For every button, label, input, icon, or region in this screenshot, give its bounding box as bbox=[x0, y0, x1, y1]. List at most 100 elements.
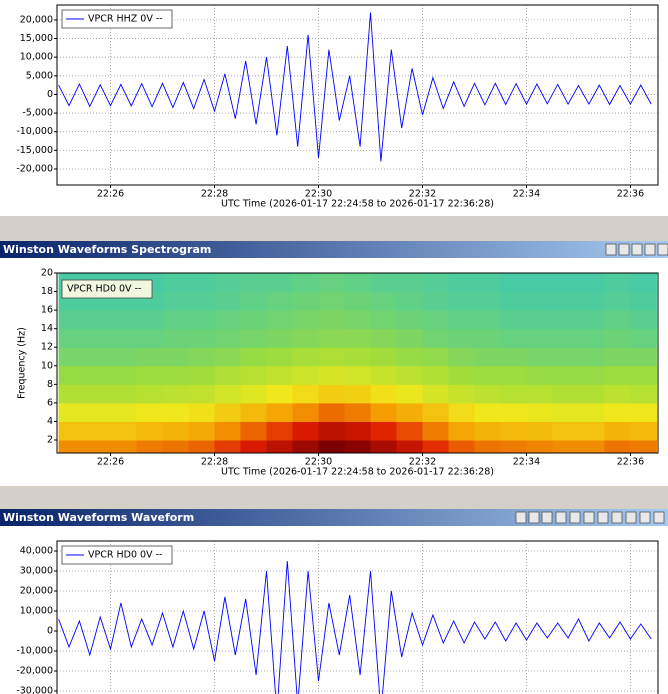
heat-cell bbox=[84, 365, 112, 385]
heat-cell bbox=[578, 310, 605, 330]
heat-cell bbox=[292, 421, 320, 441]
y-tick-label: 8 bbox=[47, 379, 53, 390]
toolbar-icon[interactable] bbox=[653, 511, 665, 524]
toolbar-icon[interactable] bbox=[631, 243, 643, 256]
heat-cell bbox=[448, 440, 475, 453]
heat-cell bbox=[188, 402, 216, 422]
plot-area bbox=[57, 5, 658, 185]
heat-cell bbox=[162, 365, 190, 385]
heat-cell bbox=[214, 440, 242, 453]
heat-cell bbox=[136, 328, 164, 348]
heat-cell bbox=[630, 347, 657, 367]
heat-cell bbox=[474, 365, 501, 385]
heat-cell bbox=[396, 421, 423, 441]
heat-cell bbox=[240, 328, 268, 348]
heat-cell bbox=[370, 328, 397, 348]
heat-cell bbox=[500, 421, 527, 441]
y-tick-label: 16 bbox=[41, 305, 53, 316]
plot-frame bbox=[56, 4, 659, 186]
heat-cell bbox=[500, 310, 527, 330]
toolbar-icon[interactable] bbox=[583, 511, 595, 524]
heat-cell bbox=[266, 384, 294, 404]
toolbar-icon[interactable] bbox=[515, 511, 527, 524]
heat-cell bbox=[474, 291, 501, 311]
x-tick-label: 22:30 bbox=[305, 457, 332, 468]
heat-cell bbox=[188, 440, 216, 453]
toolbar-icon[interactable] bbox=[528, 511, 540, 524]
toolbar-icon[interactable] bbox=[625, 511, 637, 524]
toolbar-icon[interactable] bbox=[644, 243, 656, 256]
waveform bbox=[58, 560, 652, 694]
heat-cell bbox=[266, 328, 294, 348]
heat-cell bbox=[604, 421, 631, 441]
heat-cell bbox=[448, 384, 475, 404]
heat-cell bbox=[526, 273, 553, 293]
heat-cell bbox=[58, 365, 86, 385]
heat-cell bbox=[474, 421, 501, 441]
heat-cell bbox=[500, 365, 527, 385]
heat-cell bbox=[84, 440, 112, 453]
heat-cell bbox=[214, 421, 242, 441]
heat-cell bbox=[448, 421, 475, 441]
x-tick-label: 22:28 bbox=[201, 457, 228, 468]
toolbar-icon[interactable] bbox=[569, 511, 581, 524]
heat-cell bbox=[240, 291, 268, 311]
heat-cell bbox=[110, 328, 138, 348]
heat-cell bbox=[318, 347, 346, 367]
heat-cell bbox=[552, 291, 579, 311]
heat-cell bbox=[370, 291, 397, 311]
heat-cell bbox=[370, 365, 397, 385]
heat-cell bbox=[396, 273, 423, 293]
heat-cell bbox=[422, 291, 449, 311]
toolbar-icon[interactable] bbox=[605, 243, 617, 256]
y-tick-label: -5,000 bbox=[22, 108, 53, 119]
heat-cell bbox=[240, 273, 268, 293]
x-tick-label: 22:34 bbox=[513, 457, 540, 468]
legend-label: VPCR HD0 0V -- bbox=[88, 550, 162, 561]
heat-cell bbox=[162, 384, 190, 404]
heat-cell bbox=[630, 273, 657, 293]
heat-cell bbox=[188, 421, 216, 441]
y-tick-label: -20,000 bbox=[16, 666, 53, 677]
heat-cell bbox=[162, 328, 190, 348]
y-tick-label: -10,000 bbox=[16, 646, 53, 657]
heat-cell bbox=[84, 310, 112, 330]
toolbar-icon[interactable] bbox=[597, 511, 609, 524]
heat-cell bbox=[136, 365, 164, 385]
heat-cell bbox=[474, 440, 501, 453]
x-tick-label: 22:36 bbox=[617, 457, 644, 468]
heat-cell bbox=[396, 365, 423, 385]
heat-cell bbox=[578, 384, 605, 404]
legend-box bbox=[61, 279, 153, 299]
toolbar-icon[interactable] bbox=[618, 243, 630, 256]
heat-cell bbox=[422, 328, 449, 348]
y-tick-label: 20 bbox=[41, 268, 53, 279]
heat-cell bbox=[110, 365, 138, 385]
heat-cell bbox=[500, 347, 527, 367]
heat-cell bbox=[162, 273, 190, 293]
heat-cell bbox=[370, 440, 397, 453]
toolbar-icon[interactable] bbox=[639, 511, 651, 524]
heat-cell bbox=[318, 291, 346, 311]
heat-cell bbox=[604, 440, 631, 453]
heat-cell bbox=[318, 273, 346, 293]
x-axis-title: UTC Time (2026-01-17 22:24:58 to 2026-01… bbox=[221, 199, 494, 210]
heat-cell bbox=[214, 347, 242, 367]
heat-cell bbox=[188, 291, 216, 311]
x-tick-label: 22:32 bbox=[409, 457, 436, 468]
y-tick-label: 4 bbox=[47, 416, 53, 427]
toolbar-icon[interactable] bbox=[611, 511, 623, 524]
heat-cell bbox=[318, 328, 346, 348]
toolbar-icon[interactable] bbox=[541, 511, 553, 524]
heat-cell bbox=[396, 440, 423, 453]
toolbar-icon[interactable] bbox=[555, 511, 567, 524]
toolbar-icon[interactable] bbox=[657, 243, 668, 256]
heat-cell bbox=[188, 347, 216, 367]
y-tick-label: 2 bbox=[47, 435, 53, 446]
legend-box bbox=[61, 545, 173, 565]
x-tick-label: 22:36 bbox=[617, 189, 644, 200]
heat-cell bbox=[578, 440, 605, 453]
heat-cell bbox=[604, 384, 631, 404]
heat-cell bbox=[136, 310, 164, 330]
